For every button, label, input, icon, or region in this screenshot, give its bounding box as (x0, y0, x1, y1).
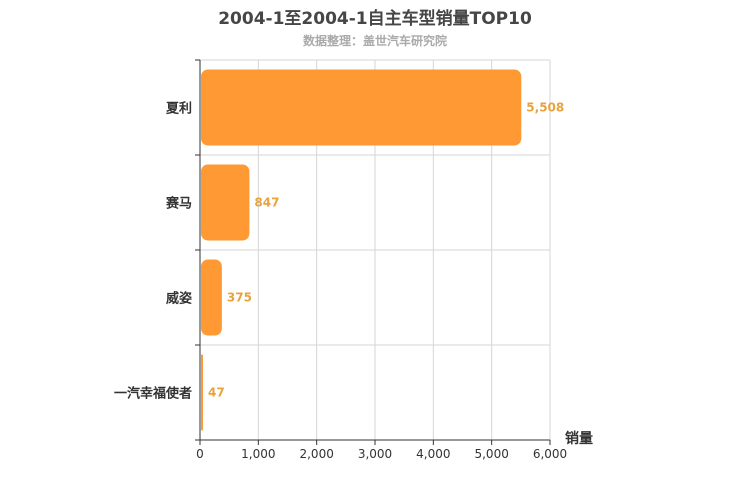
category-label: 威姿 (166, 291, 192, 307)
x-tick-label: 3,000 (358, 447, 392, 461)
label-layer: 5,508 夏利 847 赛马 375 威姿 47 一汽幸福使者 0 1,000 2,000 3,00… (114, 101, 567, 462)
bar-layer (201, 69, 522, 431)
chart-subtitle: 数据整理：盖世汽车研究院 (302, 34, 447, 48)
value-label: 847 (254, 196, 279, 210)
value-label: 5,508 (526, 101, 564, 115)
x-tick-label: 4,000 (416, 447, 450, 461)
bar (201, 164, 250, 241)
bar (201, 259, 222, 336)
x-axis-name: 销量 (565, 430, 593, 447)
value-label: 375 (227, 291, 252, 305)
bar (201, 354, 203, 431)
chart-title: 2004-1至2004-1自主车型销量TOP10 (218, 9, 532, 29)
axis-layer (195, 59, 551, 445)
value-label: 47 (208, 386, 225, 400)
x-tick-label: 1,000 (241, 447, 275, 461)
x-tick-label: 5,000 (474, 447, 508, 461)
bar (201, 69, 522, 146)
x-tick-label: 6,000 (533, 447, 567, 461)
x-tick-label: 2,000 (299, 447, 333, 461)
category-label: 一汽幸福使者 (114, 386, 192, 402)
x-tick-label: 0 (196, 447, 204, 461)
category-label: 夏利 (165, 101, 192, 117)
category-label: 赛马 (165, 196, 192, 212)
